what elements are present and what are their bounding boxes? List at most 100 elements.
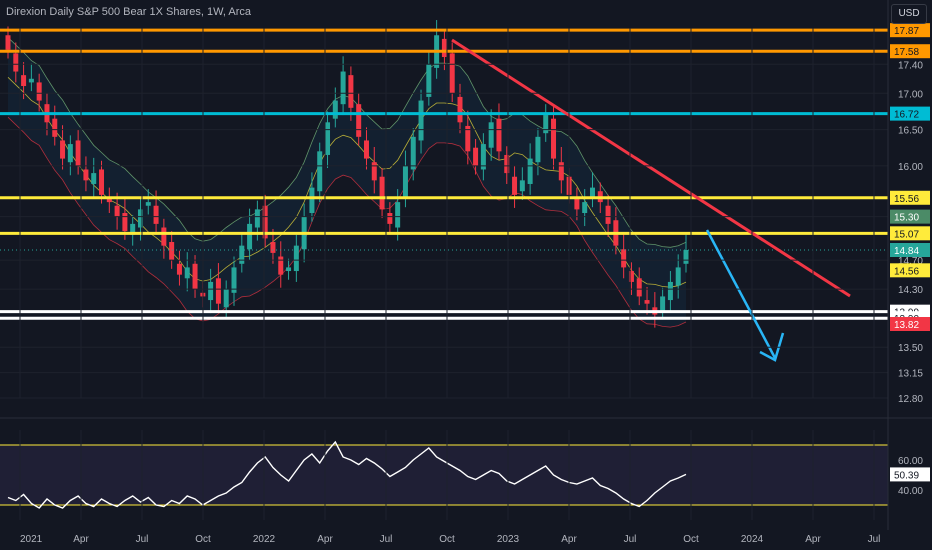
candle-body — [21, 75, 27, 87]
candle-body — [114, 205, 120, 217]
level-label: 15.07 — [894, 229, 919, 240]
candle-body — [512, 176, 518, 195]
rsi-pane[interactable] — [0, 440, 888, 509]
candle-body — [636, 278, 642, 297]
candle-body — [410, 136, 416, 170]
candle-body — [270, 242, 276, 253]
level-label: 15.56 — [894, 194, 919, 205]
candle-body — [395, 202, 401, 228]
level-badge — [890, 23, 930, 38]
price-badge-label: 15.30 — [894, 213, 919, 224]
candle-body — [675, 267, 681, 286]
currency-selector[interactable]: USD — [891, 4, 927, 24]
candle-body — [309, 187, 315, 213]
candle-body — [441, 38, 447, 58]
price-badge-label: 14.56 — [894, 266, 919, 277]
candle-body — [667, 281, 673, 301]
price-pane[interactable] — [0, 20, 888, 362]
rsi-value-label: 50.39 — [894, 470, 919, 481]
candle-body — [621, 249, 627, 268]
candle-body — [286, 267, 292, 272]
price-badge — [890, 209, 930, 224]
candle-body — [13, 53, 19, 72]
rsi-band-fill — [0, 445, 888, 505]
rsi-tick-label: 60.00 — [898, 456, 923, 467]
price-badge-label: 14.84 — [894, 246, 919, 257]
price-badge-label: 13.82 — [894, 320, 919, 331]
x-tick-label: 2021 — [20, 534, 43, 545]
candle-body — [106, 198, 112, 203]
candle-body — [605, 205, 611, 224]
candle-body — [192, 263, 198, 290]
x-tick-label: Oct — [439, 534, 455, 545]
candle-body — [387, 213, 393, 224]
candle-body — [332, 100, 338, 119]
x-tick-label: Apr — [561, 534, 577, 545]
candle-body — [99, 169, 105, 195]
level-badge — [890, 226, 930, 241]
y-tick-label: 16.50 — [898, 126, 923, 137]
candle-body — [418, 100, 424, 141]
candle-body — [317, 151, 323, 192]
y-tick-label: 16.00 — [898, 162, 923, 173]
candle-body — [83, 169, 89, 181]
candle-body — [535, 136, 541, 163]
candle-body — [130, 223, 136, 235]
candle-body — [278, 256, 284, 275]
candle-body — [504, 154, 510, 174]
price-badge — [890, 317, 930, 331]
level-label: 17.58 — [894, 47, 919, 58]
x-tick-label: 2022 — [253, 534, 276, 545]
candle-body — [488, 122, 494, 148]
trendline[interactable] — [451, 38, 851, 298]
candle-body — [660, 296, 666, 311]
candle-body — [325, 122, 331, 155]
candle-body — [356, 104, 362, 137]
candle-body — [223, 289, 229, 308]
candle-body — [60, 140, 66, 159]
x-tick-label: 2023 — [497, 534, 520, 545]
candle-body — [52, 118, 58, 137]
candle-body — [371, 162, 377, 181]
x-tick-label: Jul — [624, 534, 637, 545]
y-tick-label: 17.00 — [898, 89, 923, 100]
candle-body — [176, 263, 182, 275]
band-mid — [7, 77, 687, 288]
candle-body — [231, 267, 237, 293]
candle-body — [293, 245, 299, 272]
x-tick-label: Apr — [317, 534, 333, 545]
candle-body — [465, 125, 471, 152]
candle-body — [348, 75, 354, 108]
y-tick-label: 14.30 — [898, 285, 923, 296]
y-tick-label: 13.15 — [898, 369, 923, 380]
band-lower — [7, 116, 687, 328]
level-badge — [890, 190, 930, 205]
x-tick-label: 2024 — [741, 534, 764, 545]
x-tick-label: Jul — [380, 534, 393, 545]
candle-body — [551, 118, 557, 159]
candle-body — [340, 71, 346, 105]
candle-body — [582, 202, 588, 213]
candle-body — [208, 281, 214, 301]
candle-body — [527, 158, 533, 184]
candle-body — [184, 267, 190, 279]
candle-body — [496, 118, 502, 152]
rsi-line — [7, 440, 687, 509]
candle-body — [473, 147, 479, 166]
candle-body — [379, 176, 385, 210]
candle-body — [75, 140, 81, 166]
rsi-value-badge — [890, 467, 930, 482]
candle-body — [589, 187, 595, 199]
candle-body — [91, 173, 97, 184]
candle-body — [137, 209, 143, 228]
projection-arrow[interactable] — [705, 229, 777, 359]
level-label: 17.87 — [894, 26, 919, 37]
candle-body — [574, 198, 580, 210]
candle-body — [426, 64, 432, 97]
y-tick-label: 17.40 — [898, 60, 923, 71]
x-tick-label: Jul — [868, 534, 881, 545]
candle-body — [239, 245, 245, 264]
level-badge — [890, 106, 930, 121]
